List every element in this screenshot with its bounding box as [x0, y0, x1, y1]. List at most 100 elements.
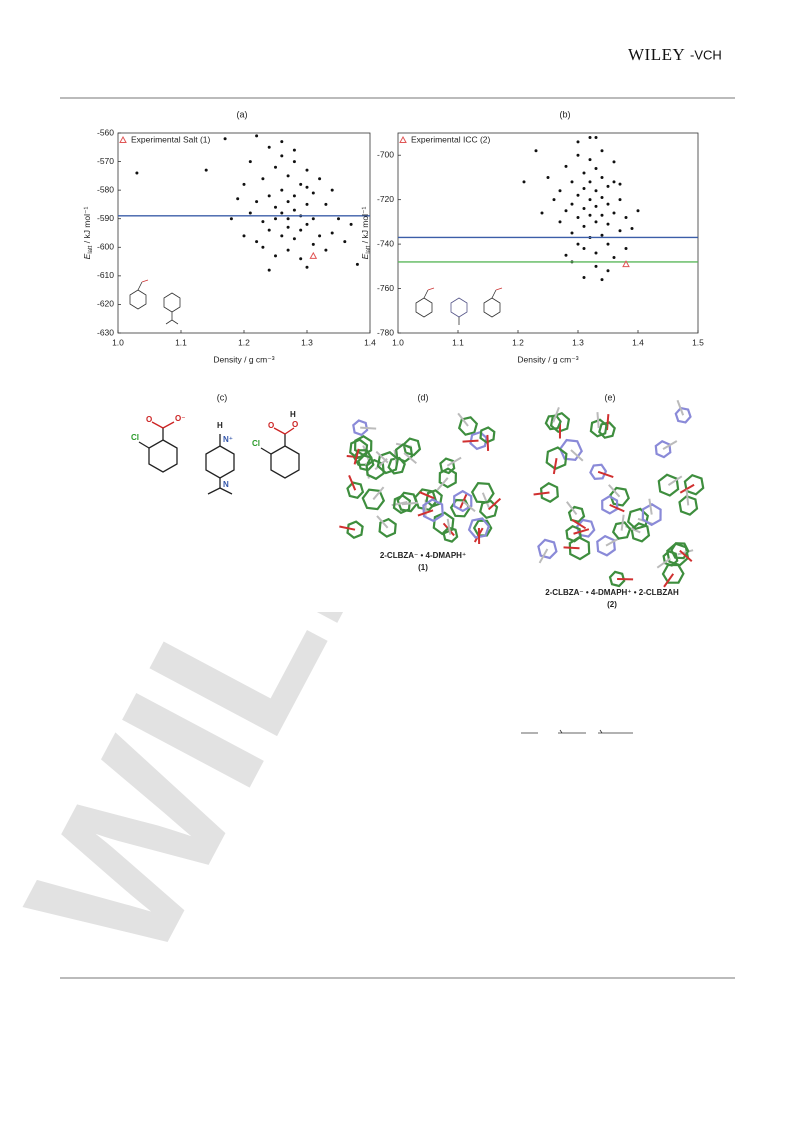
point	[305, 168, 309, 172]
legend-marker	[399, 135, 407, 143]
point	[274, 205, 277, 209]
ring	[396, 491, 419, 513]
rule-fragments	[521, 729, 633, 734]
bond	[648, 498, 653, 515]
point	[600, 278, 604, 282]
bond	[462, 439, 479, 443]
point	[286, 248, 290, 252]
ring	[568, 536, 591, 561]
ring	[609, 486, 630, 507]
point	[255, 134, 259, 138]
bond	[679, 483, 695, 494]
ring	[626, 507, 650, 531]
atoms-c: Cl O O⁻ H N⁺ N Cl O O H	[131, 410, 298, 489]
bond	[538, 548, 549, 564]
y-tick-label: -560	[97, 127, 114, 137]
ring	[387, 456, 406, 475]
ring	[392, 494, 411, 515]
point	[576, 242, 580, 246]
point	[594, 264, 598, 268]
panel-label: (b)	[560, 109, 571, 119]
y-axis-unit: / kJ mol⁻¹	[360, 207, 370, 246]
bond	[667, 475, 683, 486]
point	[286, 174, 290, 178]
point	[594, 189, 598, 193]
point	[606, 184, 610, 188]
experimental-point	[622, 260, 630, 268]
x-tick-label: 1.0	[112, 337, 124, 347]
bond	[353, 448, 360, 465]
y-tick-label: -610	[97, 270, 114, 280]
bond	[552, 407, 560, 423]
bond	[685, 489, 690, 506]
ring	[402, 437, 422, 457]
structures-c	[138, 421, 300, 495]
y-axis-label: Elatt / kJ mol⁻¹	[360, 207, 371, 260]
point	[267, 194, 271, 198]
point	[606, 222, 610, 226]
point	[292, 148, 296, 152]
point	[624, 247, 628, 251]
ring	[432, 511, 455, 536]
point	[606, 242, 610, 246]
bond	[419, 491, 435, 500]
ring	[670, 542, 690, 560]
point	[267, 145, 271, 149]
bond	[401, 501, 418, 506]
ring	[425, 489, 443, 508]
x-tick-label: 1.3	[572, 337, 584, 347]
caption: 2-CLBZA⁻ • 4-DMAPH⁺ • 2-CLBZAH	[545, 588, 679, 597]
ring	[352, 419, 369, 437]
panel-label: (c)	[217, 392, 228, 402]
point	[582, 224, 586, 228]
ring	[641, 503, 662, 527]
point	[576, 140, 580, 144]
ring	[567, 505, 586, 524]
point	[267, 268, 271, 272]
point	[612, 180, 616, 184]
bond	[436, 477, 449, 491]
point	[618, 229, 622, 233]
point	[337, 217, 340, 221]
bond	[481, 492, 490, 508]
ring	[479, 426, 496, 444]
point	[582, 187, 586, 191]
point	[588, 180, 592, 184]
ring	[678, 494, 699, 516]
point	[582, 247, 586, 251]
legend-marker	[119, 135, 127, 143]
bond	[676, 399, 685, 416]
atom-label: H	[217, 421, 223, 430]
ring	[346, 520, 364, 540]
point	[305, 202, 309, 206]
y-axis-symbol: E	[360, 253, 370, 259]
point	[600, 149, 604, 153]
panel-label: (d)	[418, 392, 429, 402]
point	[546, 175, 550, 179]
bond	[608, 484, 621, 498]
x-tick-label: 1.2	[512, 337, 524, 347]
y-tick-label: -630	[97, 327, 114, 337]
point	[612, 160, 616, 164]
point	[564, 209, 568, 213]
y-axis-unit: / kJ mol⁻¹	[82, 207, 92, 246]
point	[552, 198, 556, 202]
point	[274, 254, 277, 258]
point	[324, 202, 328, 206]
bond	[677, 549, 694, 556]
bond	[662, 440, 678, 451]
atom-label: N⁺	[223, 435, 233, 444]
point	[564, 164, 568, 168]
y-tick-label: -740	[377, 238, 394, 248]
bond	[663, 573, 675, 588]
x-tick-label: 1.4	[632, 337, 644, 347]
point	[305, 185, 309, 189]
point	[299, 257, 303, 261]
y-tick-label: -570	[97, 156, 114, 166]
ring	[596, 534, 616, 557]
bond	[571, 518, 587, 530]
point	[570, 231, 574, 235]
bond	[339, 525, 356, 531]
y-tick-label: -580	[97, 184, 114, 194]
bond	[609, 503, 625, 513]
